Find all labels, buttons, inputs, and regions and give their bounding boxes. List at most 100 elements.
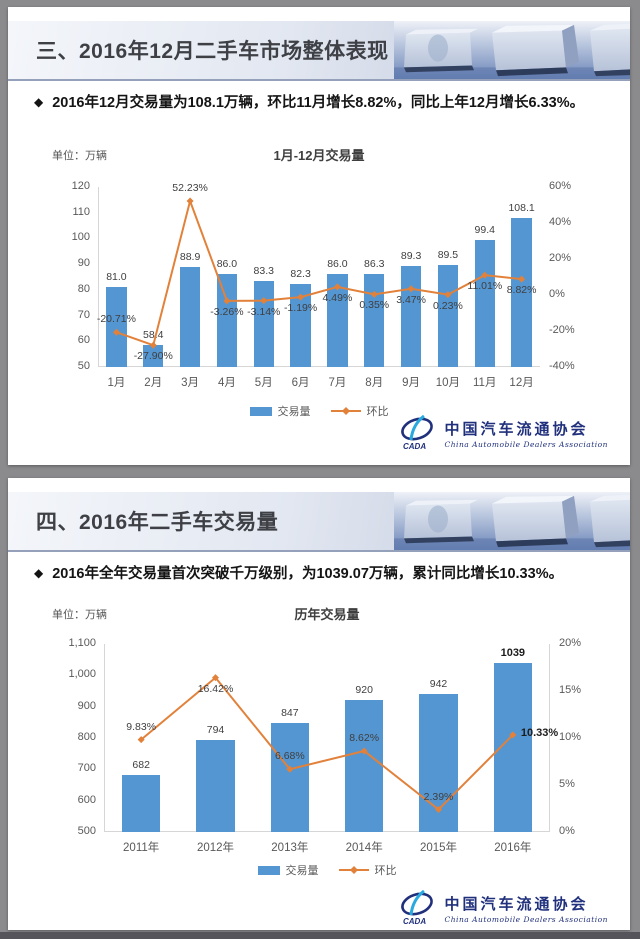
bullet-text: 2016年12月交易量为108.1万辆，环比11月增长8.82%，同比上年12月… — [52, 95, 585, 111]
bullet-diamond-icon: ◆ — [34, 94, 44, 109]
bar-value-label: 89.3 — [400, 249, 422, 262]
x-axis-label: 2015年 — [419, 842, 458, 854]
bar-value-label: 847 — [281, 707, 299, 720]
bar-value-label: 82.3 — [290, 267, 311, 280]
trend-line — [112, 197, 526, 349]
y-axis-tick: 100 — [71, 231, 90, 244]
line-value-label: 0.23% — [433, 299, 463, 312]
line-marker — [444, 291, 452, 299]
axis-unit-label: 单位：万辆 — [52, 609, 107, 621]
bar-value-label: 58.4 — [143, 329, 164, 342]
x-axis-label: 2016年 — [494, 842, 532, 854]
bar-value-label: 794 — [206, 723, 225, 736]
line-marker — [407, 285, 415, 293]
bar — [511, 217, 532, 367]
cada-logo-english: China Automobile Dealers Association — [444, 439, 608, 449]
y-axis-tick: 700 — [77, 762, 96, 775]
svg-text:CADA: CADA — [403, 917, 426, 926]
line-value-label: -1.19% — [283, 302, 318, 315]
x-axis-label: 2013年 — [271, 842, 309, 854]
y-axis-tick: 900 — [77, 699, 96, 712]
x-axis-label: 11月 — [473, 377, 497, 389]
line-marker — [223, 297, 231, 305]
bar-value-label: 99.4 — [474, 223, 495, 236]
x-axis-label: 10月 — [435, 377, 461, 389]
slide-1: 三、2016年12月二手车市场整体表现 ◆ 2016年12月交易量为108.1万… — [8, 7, 630, 465]
line-value-label: 52.23% — [172, 181, 208, 194]
y-axis-tick: 500 — [77, 825, 96, 837]
header-decoration-cubes-icon — [394, 21, 630, 79]
x-axis-label: 2014年 — [345, 842, 383, 854]
y-axis-tick: 110 — [72, 205, 90, 218]
chart-title: 1月-12月交易量 — [273, 148, 365, 163]
bar-value-label: 108.1 — [508, 201, 535, 214]
line-marker — [481, 271, 489, 279]
line-value-label: 10.33% — [520, 726, 559, 739]
x-axis-label: 5月 — [254, 377, 273, 389]
bottom-edge-bar — [0, 932, 640, 939]
y-axis-tick: 70 — [77, 308, 90, 321]
y-axis-tick: 80 — [77, 282, 90, 295]
bar-value-label: 81.0 — [106, 271, 127, 284]
bar-value-label: 89.5 — [437, 249, 459, 262]
cada-logo-english: China Automobile Dealers Association — [444, 914, 608, 924]
y-axis-tick: 800 — [77, 731, 96, 743]
y-axis-tick: 1,000 — [68, 668, 96, 681]
bar — [106, 287, 127, 367]
bullet-text: 2016年全年交易量首次突破千万级别，为1039.07万辆，累计同比增长10.3… — [52, 566, 564, 582]
line-marker — [435, 806, 442, 814]
header-decoration-cubes-icon — [394, 492, 630, 550]
cada-logo-chinese: 中国汽车流通协会 — [444, 421, 589, 438]
chart-title: 历年交易量 — [294, 607, 360, 622]
bar-value-label: 86.0 — [327, 258, 348, 271]
line-value-label: 6.68% — [274, 750, 305, 763]
bar-value-label: 920 — [355, 684, 373, 697]
bar-value-label: 83.3 — [253, 265, 274, 278]
bar — [474, 239, 495, 367]
x-axis-label: 3月 — [181, 377, 200, 389]
cada-logo-text: 中国汽车流通协会 China Automobile Dealers Associ… — [444, 893, 608, 924]
y-axis-tick: 600 — [77, 793, 96, 806]
yearly-volume-chart: 1,100 1,000 900 800 700 600 500 20% 15% 10% 5% 0% 20… — [8, 624, 630, 870]
bar-value-label: 1039 — [500, 647, 526, 660]
bar — [270, 723, 310, 832]
legend-line-swatch-icon — [338, 866, 369, 874]
bar — [344, 700, 384, 832]
line-value-label: 4.49% — [322, 291, 353, 304]
line-value-label: 8.82% — [506, 284, 537, 297]
y-axis-tick: 60 — [77, 334, 90, 347]
legend-bar-label: 交易量 — [277, 406, 311, 418]
line-value-label: -3.26% — [210, 305, 244, 318]
x-axis-label: 1月 — [107, 377, 126, 389]
slide-2: 四、2016年二手车交易量 ◆ 2016年全年交易量首次突破千万级别，为1039… — [8, 478, 630, 930]
line-marker — [212, 674, 219, 682]
line-marker — [360, 747, 368, 755]
y2-axis-tick: 5% — [559, 778, 575, 790]
x-axis-label: 2012年 — [196, 842, 235, 854]
bar — [253, 281, 274, 367]
bar — [400, 265, 422, 367]
line-value-label: 11.01% — [467, 280, 503, 293]
bar — [143, 345, 164, 367]
bar — [216, 274, 238, 367]
chart-legend: 交易量 环比 — [98, 403, 540, 419]
bar-value-label: 682 — [132, 758, 150, 771]
plot-area — [98, 187, 540, 367]
line-marker — [112, 328, 120, 336]
y2-axis-tick: 20% — [549, 252, 572, 264]
x-axis-label: 4月 — [217, 377, 236, 389]
y-axis-tick: 90 — [77, 257, 90, 270]
slide-2-bullet: ◆ 2016年全年交易量首次突破千万级别，为1039.07万辆，累计同比增长10… — [34, 562, 563, 583]
cada-logo-mark-icon: CADA — [401, 415, 434, 451]
legend-line-label: 环比 — [366, 406, 389, 418]
bar-value-label: 942 — [429, 677, 448, 690]
legend-bar-swatch-icon — [257, 865, 280, 875]
line-marker — [149, 341, 157, 349]
bar — [121, 774, 161, 832]
cada-logo-chinese: 中国汽车流通协会 — [444, 896, 589, 913]
slide-2-title: 四、2016年二手车交易量 — [36, 511, 279, 534]
bullet-diamond-icon: ◆ — [34, 565, 44, 580]
slide-1-bullet: ◆ 2016年12月交易量为108.1万辆，环比11月增长8.82%，同比上年1… — [34, 91, 584, 112]
y2-axis-tick: 15% — [559, 684, 582, 696]
legend-bar-label: 交易量 — [285, 865, 319, 877]
